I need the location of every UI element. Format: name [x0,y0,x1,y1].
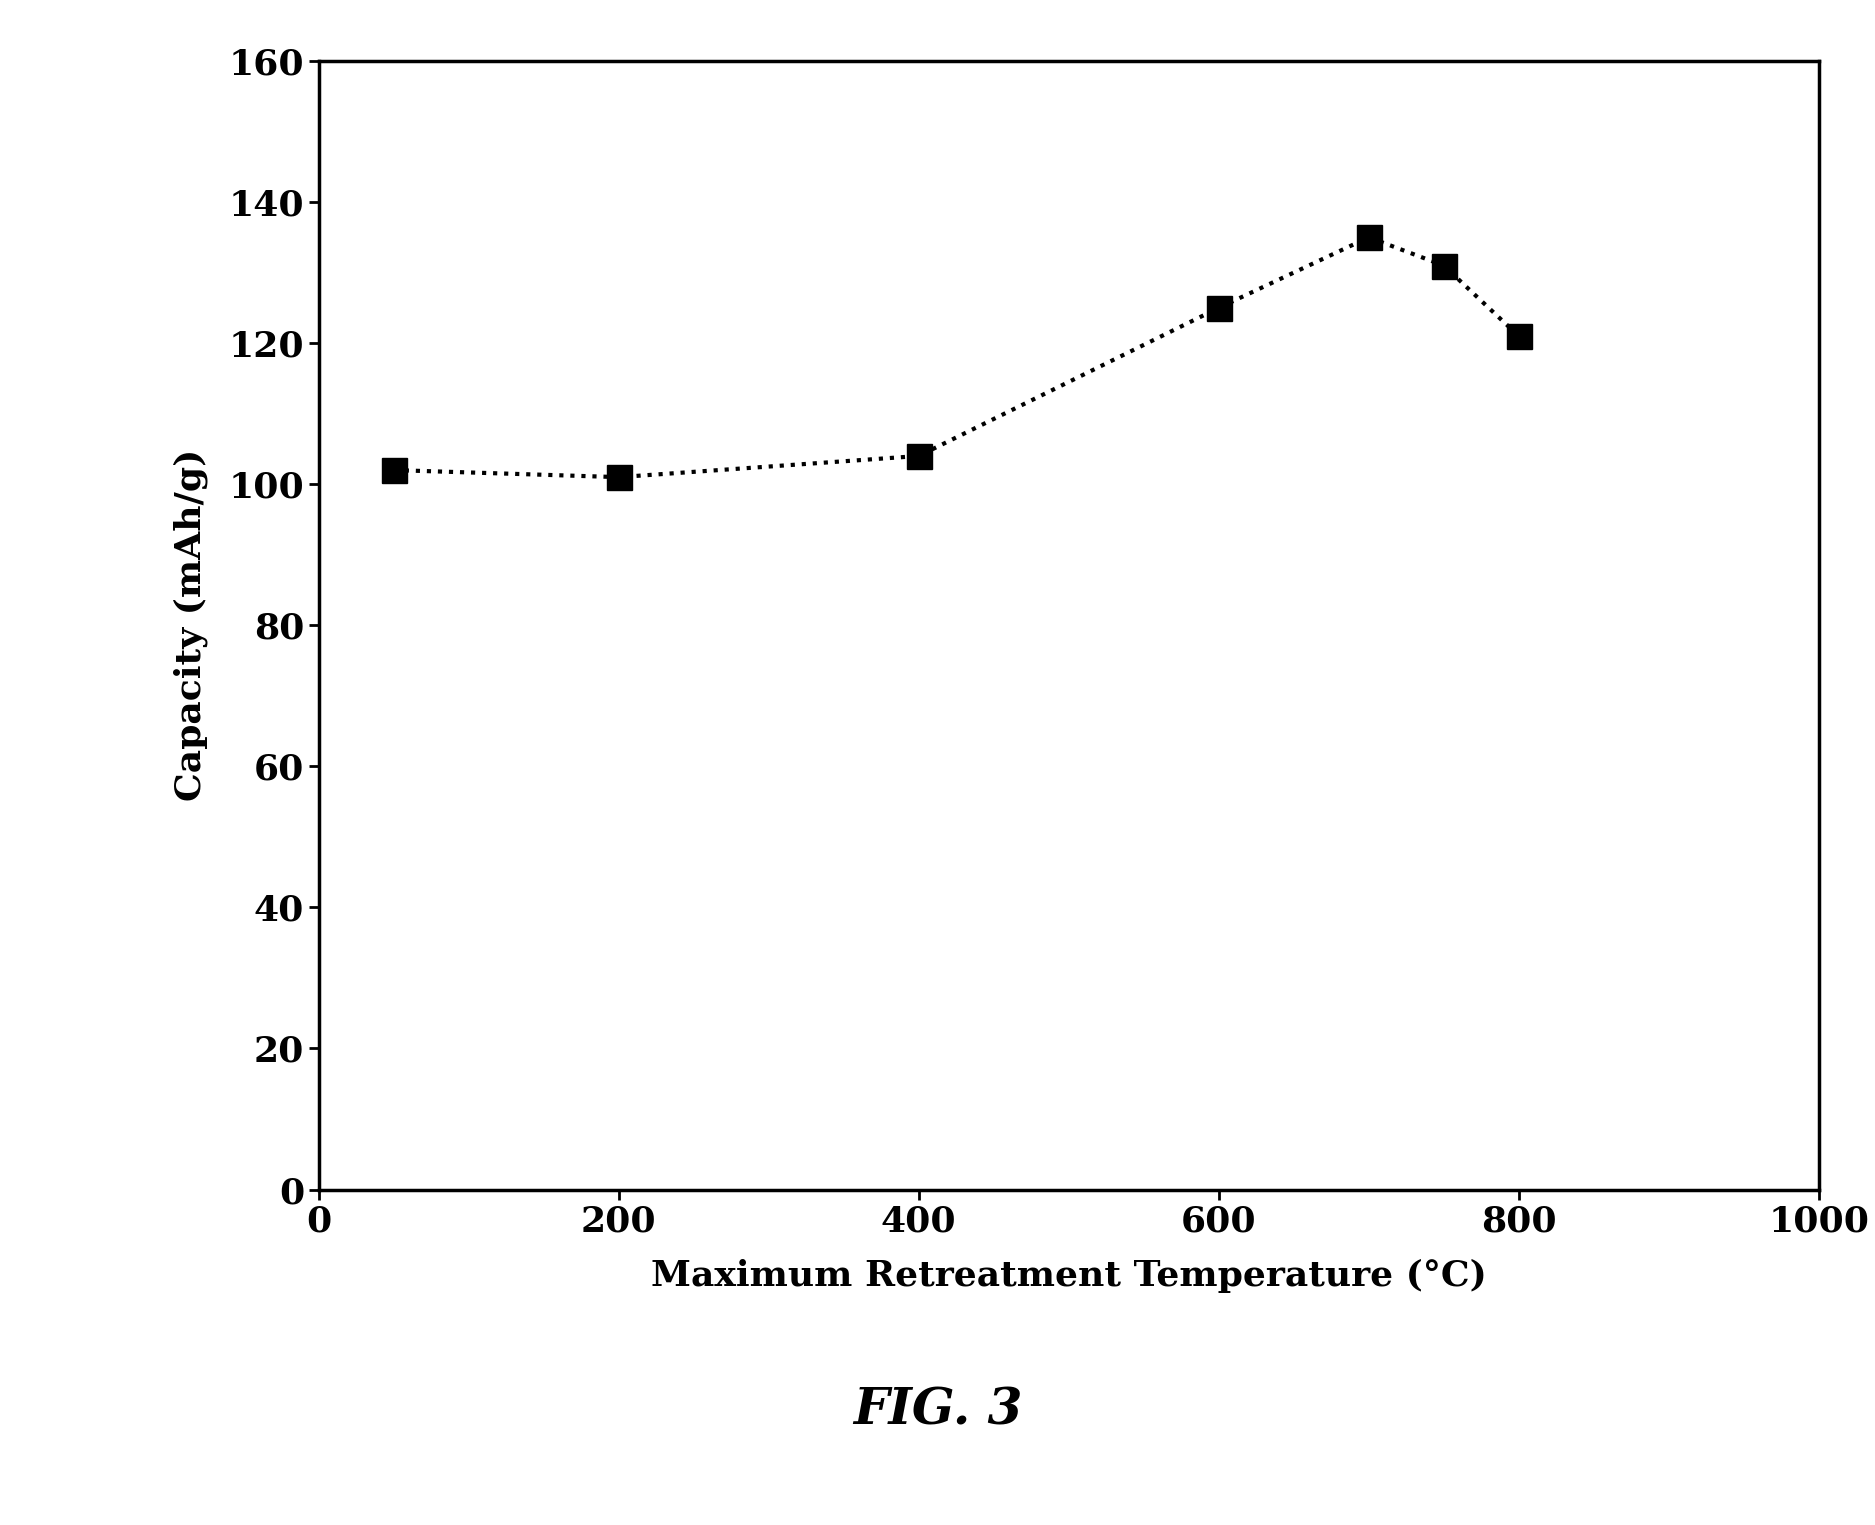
Y-axis label: Capacity (mAh/g): Capacity (mAh/g) [172,448,208,802]
X-axis label: Maximum Retreatment Temperature (°C): Maximum Retreatment Temperature (°C) [651,1260,1487,1293]
Text: FIG. 3: FIG. 3 [853,1386,1022,1435]
